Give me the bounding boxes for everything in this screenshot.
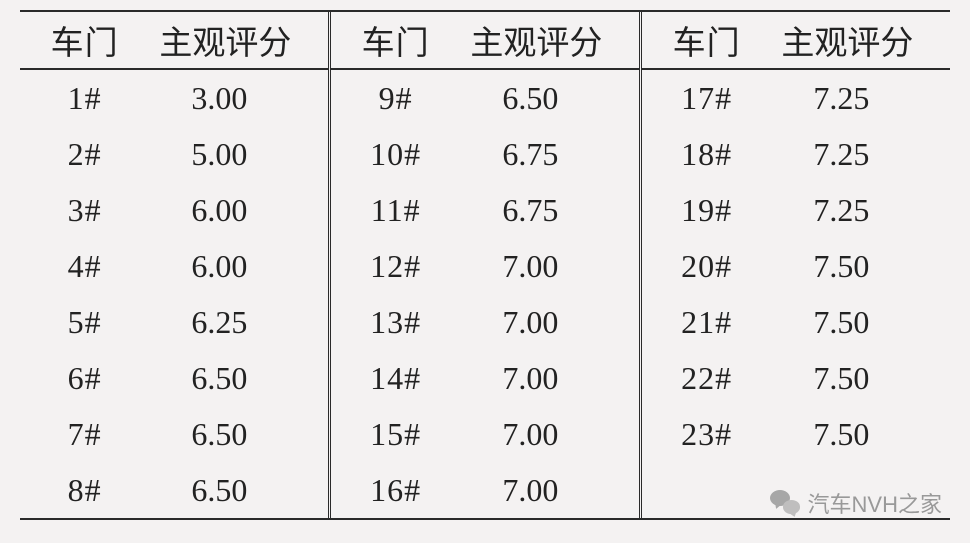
cell-score: 6.50 — [149, 472, 328, 509]
table-row: 20#7.50 — [642, 238, 950, 294]
cell-score: 7.25 — [771, 192, 950, 229]
col-header-door: 车门 — [642, 16, 771, 64]
table-panel-2: 车门 主观评分 17#7.25 18#7.25 19#7.25 20#7.50 … — [639, 12, 950, 518]
cell-score: 6.25 — [149, 304, 328, 341]
cell-door: 16# — [331, 472, 460, 509]
cell-score: 7.00 — [460, 416, 639, 453]
table-header: 车门 主观评分 — [20, 12, 328, 70]
cell-score: 6.75 — [460, 192, 639, 229]
cell-door: 2# — [20, 136, 149, 173]
table-header: 车门 主观评分 — [331, 12, 639, 70]
table-row: 5#6.25 — [20, 294, 328, 350]
cell-door: 7# — [20, 416, 149, 453]
cell-score: 7.00 — [460, 304, 639, 341]
table-row: 2#5.00 — [20, 126, 328, 182]
table-panel-1: 车门 主观评分 9#6.50 10#6.75 11#6.75 12#7.00 1… — [328, 12, 639, 518]
cell-score: 7.50 — [771, 248, 950, 285]
table-row: 9#6.50 — [331, 70, 639, 126]
cell-score: 3.00 — [149, 80, 328, 117]
table-row: 10#6.75 — [331, 126, 639, 182]
cell-score: 6.50 — [149, 416, 328, 453]
cell-score: 7.00 — [460, 248, 639, 285]
table-row: 11#6.75 — [331, 182, 639, 238]
cell-door: 18# — [642, 136, 771, 173]
cell-door: 3# — [20, 192, 149, 229]
table-row: 8#6.50 — [20, 462, 328, 518]
table-row: 6#6.50 — [20, 350, 328, 406]
rating-table: 车门 主观评分 1#3.00 2#5.00 3#6.00 4#6.00 5#6.… — [20, 10, 950, 520]
cell-door: 19# — [642, 192, 771, 229]
cell-score: 7.00 — [460, 360, 639, 397]
cell-door: 21# — [642, 304, 771, 341]
cell-score: 5.00 — [149, 136, 328, 173]
cell-door: 11# — [331, 192, 460, 229]
cell-door: 20# — [642, 248, 771, 285]
cell-door: 14# — [331, 360, 460, 397]
table-row: 7#6.50 — [20, 406, 328, 462]
table-body: 17#7.25 18#7.25 19#7.25 20#7.50 21#7.50 … — [642, 70, 950, 518]
table-row: 18#7.25 — [642, 126, 950, 182]
table-row: 21#7.50 — [642, 294, 950, 350]
col-header-score: 主观评分 — [771, 16, 950, 64]
cell-door: 1# — [20, 80, 149, 117]
cell-door: 23# — [642, 416, 771, 453]
cell-door: 13# — [331, 304, 460, 341]
cell-door: 22# — [642, 360, 771, 397]
cell-door: 8# — [20, 472, 149, 509]
table-row: 17#7.25 — [642, 70, 950, 126]
table-body: 1#3.00 2#5.00 3#6.00 4#6.00 5#6.25 6#6.5… — [20, 70, 328, 518]
col-header-door: 车门 — [20, 16, 149, 64]
cell-score: 7.50 — [771, 304, 950, 341]
cell-score: 7.00 — [460, 472, 639, 509]
table-row: 19#7.25 — [642, 182, 950, 238]
table-row: 3#6.00 — [20, 182, 328, 238]
table-header: 车门 主观评分 — [642, 12, 950, 70]
col-header-door: 车门 — [331, 16, 460, 64]
table-row: 4#6.00 — [20, 238, 328, 294]
cell-score: 6.75 — [460, 136, 639, 173]
cell-score: 6.50 — [460, 80, 639, 117]
cell-score: 6.00 — [149, 248, 328, 285]
cell-score: 7.25 — [771, 136, 950, 173]
cell-door: 10# — [331, 136, 460, 173]
cell-door: 5# — [20, 304, 149, 341]
table-row: 22#7.50 — [642, 350, 950, 406]
cell-door: 4# — [20, 248, 149, 285]
table-row: 15#7.00 — [331, 406, 639, 462]
cell-door: 9# — [331, 80, 460, 117]
cell-door: 12# — [331, 248, 460, 285]
cell-score: 7.50 — [771, 360, 950, 397]
table-row: 16#7.00 — [331, 462, 639, 518]
col-header-score: 主观评分 — [149, 16, 328, 64]
table-panel-0: 车门 主观评分 1#3.00 2#5.00 3#6.00 4#6.00 5#6.… — [20, 12, 328, 518]
table-row: 1#3.00 — [20, 70, 328, 126]
col-header-score: 主观评分 — [460, 16, 639, 64]
table-body: 9#6.50 10#6.75 11#6.75 12#7.00 13#7.00 1… — [331, 70, 639, 518]
cell-score: 7.25 — [771, 80, 950, 117]
table-row: 12#7.00 — [331, 238, 639, 294]
cell-door: 15# — [331, 416, 460, 453]
table-row: 13#7.00 — [331, 294, 639, 350]
cell-score: 6.00 — [149, 192, 328, 229]
table-row — [642, 462, 950, 518]
table-row: 14#7.00 — [331, 350, 639, 406]
cell-score: 7.50 — [771, 416, 950, 453]
page: 车门 主观评分 1#3.00 2#5.00 3#6.00 4#6.00 5#6.… — [0, 0, 970, 543]
cell-door: 17# — [642, 80, 771, 117]
cell-door: 6# — [20, 360, 149, 397]
cell-score: 6.50 — [149, 360, 328, 397]
table-row: 23#7.50 — [642, 406, 950, 462]
